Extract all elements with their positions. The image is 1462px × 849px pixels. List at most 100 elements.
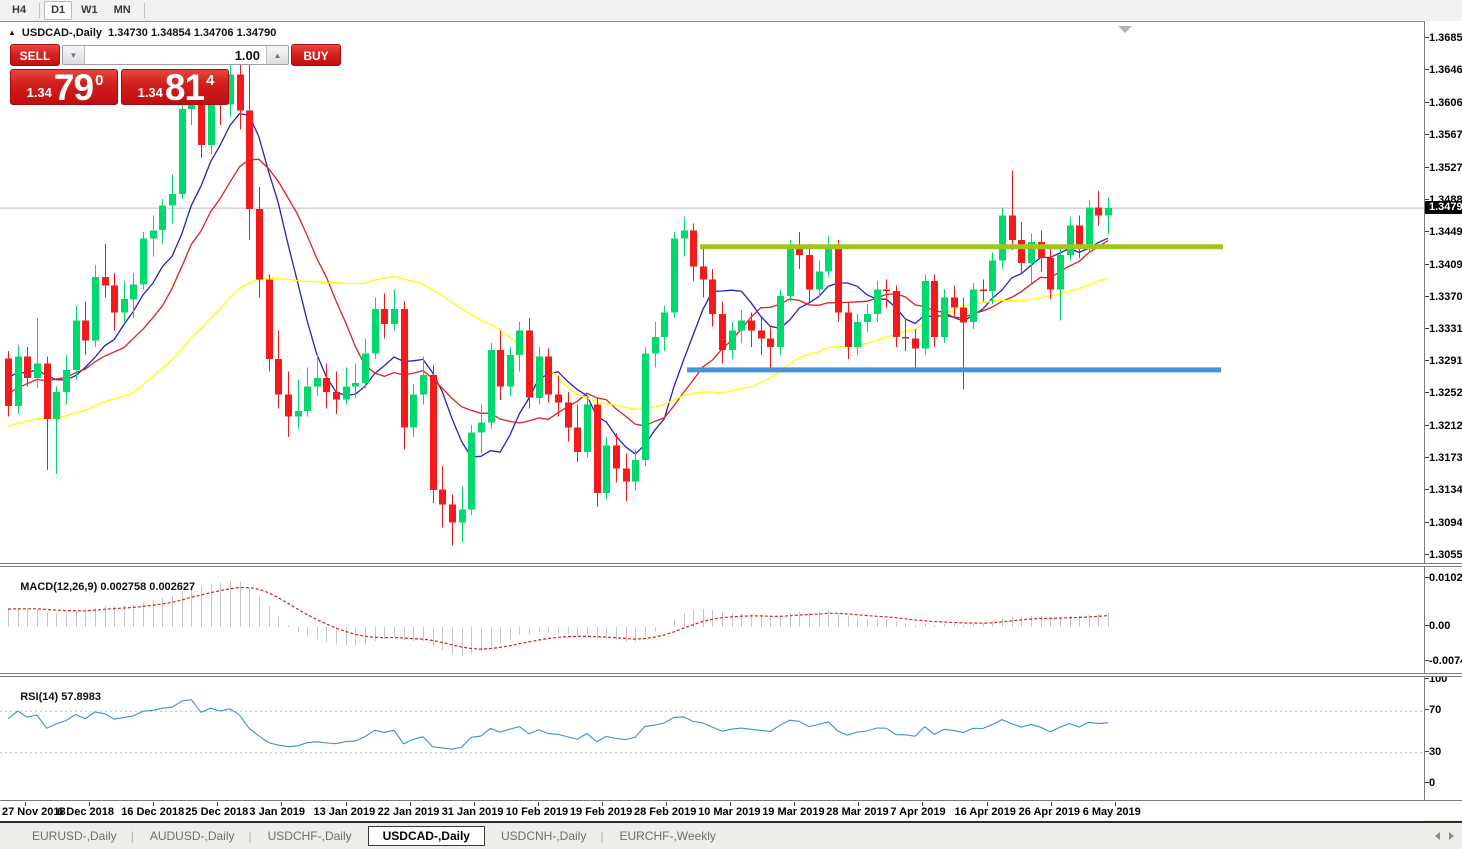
date-tick-mark (89, 802, 91, 806)
macd-indicator-panel[interactable] (0, 567, 1424, 673)
date-tick-mark (858, 802, 860, 806)
volume-spinner: ▼ ▲ (62, 45, 289, 65)
date-tick-mark (217, 802, 219, 806)
chart-symbol-period: USDCAD-,Daily (21, 27, 102, 39)
date-axis-label: 16 Dec 2018 (121, 806, 185, 818)
tab-separator: | (130, 829, 134, 843)
buy-button[interactable]: BUY (291, 44, 341, 66)
date-axis-label: 7 Apr 2019 (890, 806, 946, 818)
axis-tick-mark (1425, 678, 1429, 679)
date-axis-label: 6 Dec 2018 (57, 806, 114, 818)
sell-button[interactable]: SELL (10, 44, 60, 66)
tab-scroll-left-icon[interactable] (1435, 832, 1440, 840)
window-bottom-border (0, 800, 1462, 801)
tab-eurusd-daily[interactable]: EURUSD-,Daily (32, 829, 117, 843)
rsi-panel-splitter[interactable] (0, 673, 1462, 677)
date-tick-mark (537, 802, 539, 806)
tab-usdchf-daily[interactable]: USDCHF-,Daily (267, 829, 352, 843)
buy-price-prefix: 1.34 (137, 85, 163, 100)
timeframe-button-h4[interactable]: H4 (12, 4, 27, 16)
candlestick-series (5, 57, 1112, 546)
toolbar-separator (39, 3, 41, 18)
chart-ohlc-values: 1.34730 1.34854 1.34706 1.34790 (108, 27, 277, 39)
date-tick-mark (922, 802, 924, 806)
axis-tick-mark (1425, 554, 1429, 556)
price-axis-label: 1.35270 (1429, 161, 1462, 174)
tab-eurchf-weekly[interactable]: EURCHF-,Weekly (619, 829, 716, 843)
price-axis-label: 1.32520 (1429, 387, 1462, 400)
date-tick-mark (25, 802, 26, 806)
date-tick-mark (153, 802, 155, 806)
axis-tick-mark (1425, 392, 1429, 394)
macd-label: MACD(12,26,9) 0.002758 0.002627 (8, 569, 195, 605)
macd-panel-splitter[interactable] (0, 563, 1462, 567)
date-tick-mark (666, 802, 667, 806)
axis-tick-mark (1425, 198, 1429, 200)
price-axis-label: 1.35670 (1429, 128, 1462, 141)
sell-price-panel[interactable]: 1.34 79 0 (10, 67, 118, 108)
date-tick-mark (986, 802, 988, 806)
one-click-trading-widget: SELL ▼ ▲ BUY 1.34 79 0 1.34 81 4 (10, 44, 341, 108)
price-axis-label: 1.33310 (1429, 322, 1462, 335)
tab-audusd-daily[interactable]: AUDUSD-,Daily (149, 829, 235, 843)
buy-price-pip: 4 (206, 72, 215, 89)
collapse-trade-panel-icon[interactable]: ▲ (8, 28, 16, 37)
rsi-axis-label: 70 (1429, 704, 1442, 717)
axis-tick-mark (1425, 133, 1429, 135)
sell-price-pip: 0 (95, 72, 104, 89)
rsi-indicator-panel[interactable] (0, 677, 1424, 801)
date-tick-mark (730, 802, 732, 806)
rsi-line (7, 699, 1109, 750)
volume-decrease-button[interactable]: ▼ (63, 46, 85, 64)
buy-price-panel[interactable]: 1.34 81 4 (121, 69, 229, 106)
current-price-tag: 1.34790 (1425, 201, 1462, 215)
price-axis-label: 0.00 (1429, 620, 1451, 632)
tab-usdcnh-daily[interactable]: USDCNH-,Daily (500, 829, 587, 843)
rsi-name: RSI(14) (20, 691, 59, 703)
date-axis-label: 10 Mar 2019 (698, 806, 761, 818)
timeframe-button-w1[interactable]: W1 (81, 4, 98, 16)
axis-tick-mark (1425, 36, 1429, 38)
axis-tick-mark (1425, 625, 1429, 626)
price-axis-label: 1.31340 (1429, 484, 1462, 497)
axis-tick-mark (1425, 782, 1429, 783)
timeframe-toolbar: H4 D1 W1 MN (0, 0, 1462, 22)
axis-tick-mark (1425, 489, 1429, 491)
macd-signal-line (7, 586, 1109, 650)
price-axis[interactable]: 1.368501.364601.360601.356701.352701.348… (1425, 21, 1462, 801)
axis-tick-mark (1425, 166, 1429, 168)
sell-price-main: 79 (53, 67, 94, 108)
date-axis-label: 19 Mar 2019 (762, 806, 825, 818)
axis-tick-mark (1425, 263, 1429, 265)
date-axis-label: 27 Nov 2018 (2, 806, 66, 818)
date-tick-mark (345, 802, 347, 806)
date-tick-mark (601, 802, 603, 806)
date-tick-mark (1050, 802, 1052, 806)
volume-increase-button[interactable]: ▲ (266, 46, 288, 64)
rsi-current-value: 57.8983 (61, 691, 101, 703)
date-axis-label: 25 Dec 2018 (185, 806, 249, 818)
axis-tick-mark (1425, 576, 1429, 578)
main-price-chart[interactable] (0, 22, 1424, 563)
price-axis-label: 1.33700 (1429, 290, 1462, 303)
date-axis[interactable]: 27 Nov 2018 6 Dec 2018 16 Dec 2018 25 Dec 2… (0, 802, 1424, 821)
tab-scroll-right-icon[interactable] (1449, 832, 1454, 840)
timeframe-button-d1[interactable]: D1 (44, 1, 73, 20)
date-axis-label: 13 Jan 2019 (313, 806, 376, 818)
price-axis-label: 1.31730 (1429, 452, 1462, 465)
date-axis-label: 22 Jan 2019 (377, 806, 440, 818)
volume-input[interactable] (85, 46, 266, 64)
date-tick-mark (473, 802, 475, 806)
axis-tick-mark (1425, 660, 1429, 662)
date-axis-label: 16 Apr 2019 (954, 806, 1016, 818)
axis-tick-mark (1425, 709, 1429, 711)
timeframe-button-mn[interactable]: MN (113, 4, 131, 16)
tab-usdcad-daily[interactable]: USDCAD-,Daily (367, 826, 485, 846)
chart-tab-bar: EURUSD-,Daily | AUDUSD-,Daily | USDCHF-,Dail… (0, 821, 1462, 849)
chart-shift-icon (1118, 26, 1132, 33)
price-axis-label: 1.36850 (1429, 31, 1462, 44)
date-axis-label: 6 May 2019 (1082, 806, 1141, 818)
axis-tick-mark (1425, 457, 1429, 459)
macd-values: 0.002758 0.002627 (100, 581, 196, 593)
